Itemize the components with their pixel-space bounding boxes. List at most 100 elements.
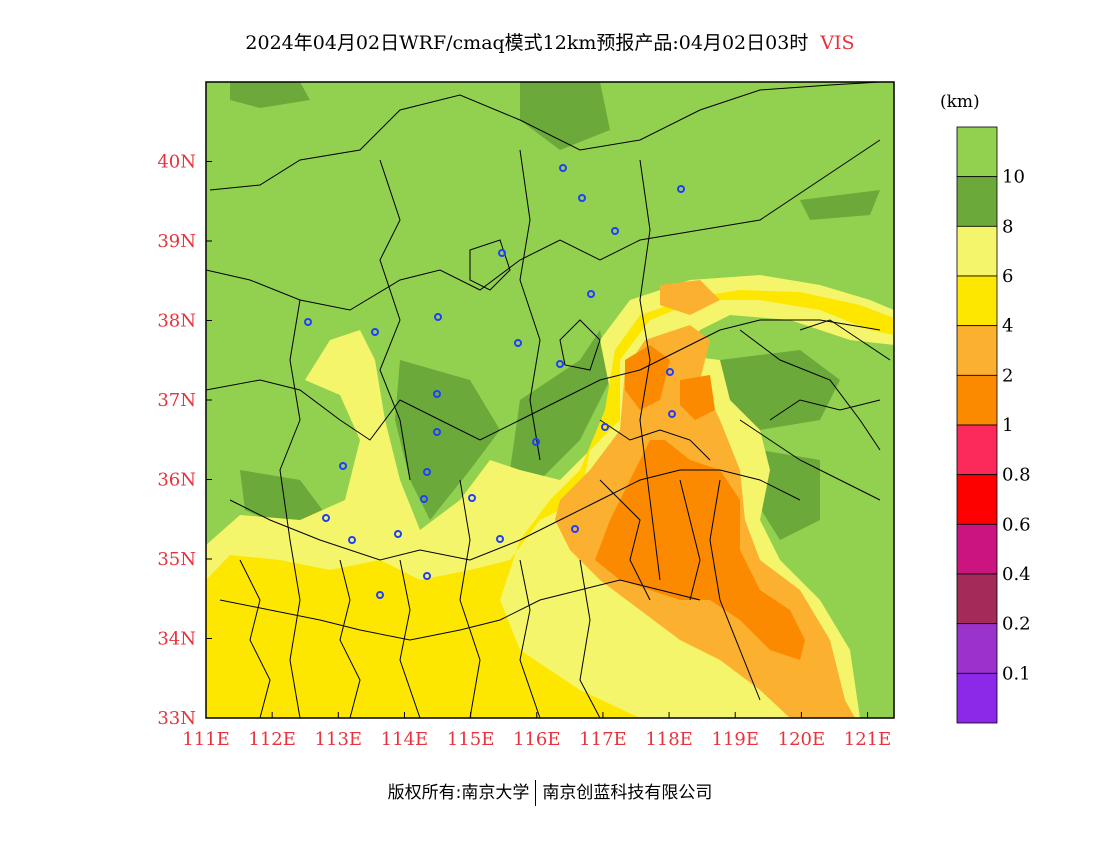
colorbar-bin (956, 275, 998, 327)
field-orange-region (595, 440, 805, 660)
field-yellow-region (206, 610, 430, 718)
colorbar-bin (956, 374, 998, 426)
y-tick-label: 38N (157, 311, 196, 332)
field-darkgreen-patch (755, 450, 820, 540)
city-marker (322, 514, 330, 522)
boundary-line (209, 82, 881, 191)
y-tick-label: 39N (157, 231, 196, 252)
colorbar-bin (956, 623, 998, 674)
field-orange-region (680, 375, 715, 420)
province-boundaries (206, 82, 891, 718)
city-marker (611, 227, 619, 235)
city-marker (348, 536, 356, 544)
map-title: 2024年04月02日WRF/cmaq模式12km预报产品:04月02日03时 V… (0, 28, 1100, 55)
boundary-line (709, 479, 761, 701)
city-marker (394, 530, 402, 538)
city-marker (571, 525, 579, 533)
x-tick-label: 117E (579, 729, 627, 750)
city-marker (420, 495, 428, 503)
colorbar-bin (956, 126, 998, 178)
x-tick-label: 114E (381, 729, 429, 750)
city-marker (498, 249, 506, 257)
x-tick-label: 120E (778, 729, 826, 750)
city-marker (496, 535, 504, 543)
y-tick-label: 37N (157, 390, 196, 411)
copyright-footer: 版权所有:南京大学 南京创蓝科技有限公司 (0, 778, 1100, 806)
boundary-line (599, 419, 711, 461)
colorbar-label: 8 (1002, 216, 1013, 237)
boundary-line (519, 559, 541, 718)
colorbar-bin (956, 573, 998, 625)
footer-right: 南京创蓝科技有限公司 (542, 783, 713, 803)
boundary-line (769, 399, 881, 421)
boundary-line (399, 559, 421, 718)
boundary-line (739, 419, 881, 501)
city-markers (304, 164, 685, 599)
title-text: 2024年04月02日WRF/cmaq模式12km预报产品:04月02日03时 (245, 32, 809, 54)
boundary-line (469, 239, 511, 291)
boundary-line (339, 559, 361, 718)
x-tick-label: 112E (248, 729, 296, 750)
colorbar-bin (956, 325, 998, 376)
city-marker (304, 318, 312, 326)
boundary-line (519, 149, 541, 461)
x-tick-label: 115E (447, 729, 495, 750)
boundary-line (206, 319, 881, 441)
boundary-line (679, 479, 701, 601)
x-tick-label: 119E (711, 729, 759, 750)
y-axis: 40N 39N 38N 37N 36N 35N 34N 33N (157, 152, 212, 729)
visibility-field (206, 82, 894, 718)
colorbar-bin (956, 176, 998, 227)
colorbar-bin (956, 672, 998, 724)
boundary-line (459, 479, 481, 718)
boundary-line (739, 329, 881, 451)
colorbar-label: 0.1 (1002, 663, 1031, 684)
colorbar-label: 2 (1002, 365, 1013, 386)
city-marker (532, 438, 540, 446)
colorbar-label: 1 (1002, 415, 1013, 436)
city-marker (423, 572, 431, 580)
colorbar: 10 8 6 4 2 1 0.8 0.6 0.4 0.2 0.1 (956, 126, 1031, 724)
x-axis: 111E 112E 113E 114E 115E 116E 117E 118E 119E 120E… (182, 712, 891, 750)
x-tick-label: 118E (645, 729, 693, 750)
boundary-line (579, 559, 601, 718)
colorbar-label: 10 (1002, 167, 1025, 188)
field-yellow-region (206, 290, 894, 718)
footer-left: 版权所有:南京大学 (387, 783, 530, 803)
boundary-line (599, 479, 651, 601)
variable-label: VIS (820, 32, 855, 54)
boundary-line (559, 319, 601, 371)
city-marker (514, 339, 522, 347)
y-tick-label: 35N (157, 549, 196, 570)
city-marker (666, 368, 674, 376)
field-darkgreen-patch (720, 350, 840, 430)
colorbar-label: 0.8 (1002, 465, 1031, 486)
field-darkgreen-patch (230, 82, 310, 108)
boundary-line (279, 299, 301, 718)
colorbar-label: 0.4 (1002, 564, 1031, 585)
footer-separator (535, 780, 537, 806)
field-darkgreen-patch (240, 470, 330, 530)
colorbar-label: 0.2 (1002, 614, 1031, 635)
x-tick-label: 116E (513, 729, 561, 750)
colorbar-bin (956, 474, 998, 525)
field-darkgreen-patch (800, 190, 880, 220)
city-marker (559, 164, 567, 172)
boundary-line (219, 579, 701, 641)
city-marker (376, 591, 384, 599)
city-marker (668, 410, 676, 418)
city-marker (434, 313, 442, 321)
city-marker (587, 290, 595, 298)
x-tick-label: 111E (182, 729, 230, 750)
y-tick-label: 33N (157, 708, 196, 729)
colorbar-label: 4 (1002, 316, 1013, 337)
field-darkgreen-patch (510, 330, 610, 480)
y-tick-label: 40N (157, 152, 196, 173)
city-marker (677, 185, 685, 193)
city-marker (468, 494, 476, 502)
city-marker (371, 328, 379, 336)
boundary-line (239, 559, 271, 718)
city-marker (578, 194, 586, 202)
boundary-line (639, 159, 661, 581)
